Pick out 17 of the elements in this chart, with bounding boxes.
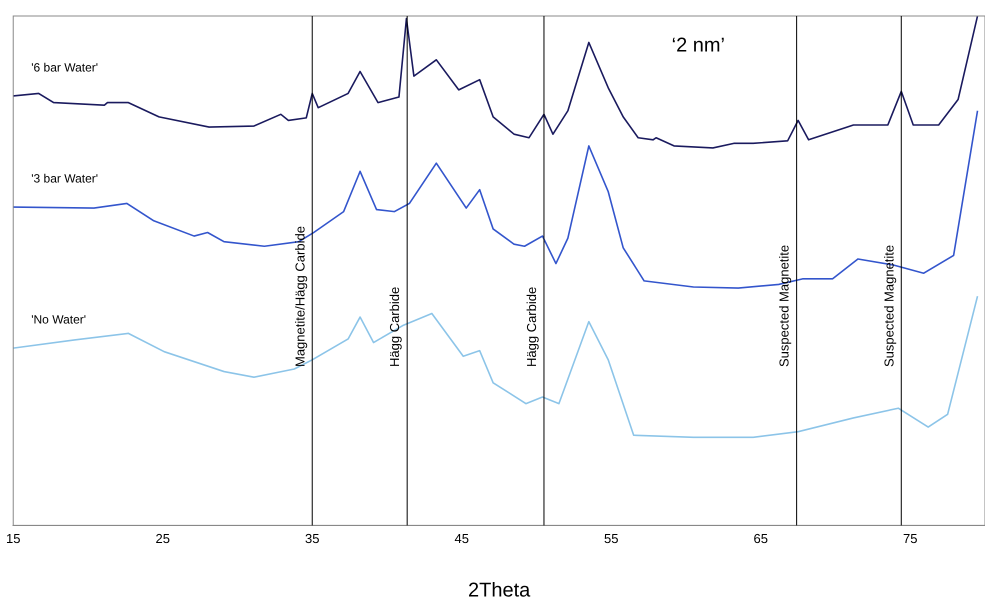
x-tick-label: 65 xyxy=(754,530,768,546)
x-tick-label: 55 xyxy=(604,530,618,546)
x-tick-label: 45 xyxy=(454,530,469,546)
ref-line-label: Suspected Magnetite xyxy=(776,244,792,367)
x-tick-label: 25 xyxy=(156,530,170,546)
x-axis-title: 2Theta xyxy=(468,580,532,602)
x-tick-label: 35 xyxy=(305,530,320,546)
series-label: '6 bar Water' xyxy=(31,60,98,74)
annotation: ‘2 nm’ xyxy=(672,34,726,57)
ref-line-label: Suspected Magnetite xyxy=(881,244,896,367)
ref-line-label: Hägg Carbide xyxy=(387,286,402,367)
ref-line-label: Magnetite/Hägg Carbide xyxy=(292,226,308,367)
series-label: '3 bar Water' xyxy=(31,171,98,186)
ref-line-label: Hägg Carbide xyxy=(524,286,540,367)
series-label: 'No Water' xyxy=(31,312,86,326)
x-tick-label: 15 xyxy=(6,530,20,546)
x-tick-label: 75 xyxy=(903,530,918,546)
